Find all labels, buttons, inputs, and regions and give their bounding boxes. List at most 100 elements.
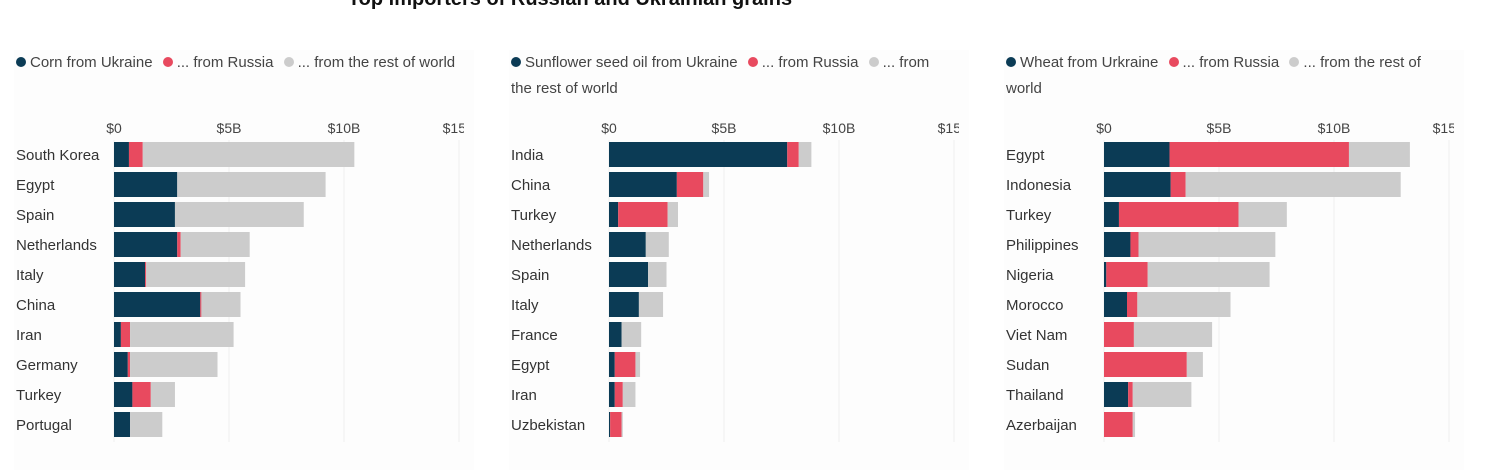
legend-swatch-rest <box>868 57 879 67</box>
bar-segment-rest <box>150 382 175 407</box>
bar-segment-rest <box>621 322 642 347</box>
category-label: Spain <box>16 207 54 224</box>
category-label: Egypt <box>16 177 55 194</box>
bar-segment-rest <box>1138 232 1276 257</box>
bar-segment-ukraine <box>609 352 615 377</box>
legend-label: ... from the rest of world <box>297 54 456 71</box>
bar-segment-ukraine <box>609 172 677 197</box>
category-label: Nigeria <box>1006 267 1054 284</box>
category-label: Uzbekistan <box>511 417 585 434</box>
bar-segment-russia <box>1106 262 1148 287</box>
bar-segment-rest <box>142 142 355 167</box>
bar-segment-ukraine <box>114 292 201 317</box>
bar-segment-ukraine <box>1104 382 1129 407</box>
bar-segment-russia <box>1118 202 1239 227</box>
bar-segment-ukraine <box>609 412 611 437</box>
bar-segment-ukraine <box>1104 262 1107 287</box>
bar-segment-russia <box>1130 232 1139 257</box>
x-tick-label: $10B <box>1318 120 1351 136</box>
bar-segment-ukraine <box>114 322 121 347</box>
legend-item-ukraine: Corn from Ukraine <box>16 54 153 71</box>
category-label: France <box>511 327 558 344</box>
x-tick-label: $10B <box>823 120 856 136</box>
category-label: Italy <box>511 297 539 314</box>
bar-segment-russia <box>1104 322 1134 347</box>
bar-chart: $0 $5B $10B $15B South Korea Egypt Spain Nether… <box>16 120 464 442</box>
bar-segment-ukraine <box>609 322 622 347</box>
bar-segment-russia <box>614 382 623 407</box>
bar-segment-ukraine <box>114 232 178 257</box>
bar-segment-ukraine <box>609 292 639 317</box>
legend-item-russia: ... from Russia <box>162 54 273 71</box>
bar-segment-russia <box>200 292 202 317</box>
sunflower-oil-chart-panel: Sunflower seed oil from Ukraine ... from… <box>509 50 969 470</box>
category-label: Turkey <box>1006 207 1052 224</box>
bar-segment-ukraine <box>114 382 133 407</box>
category-label: India <box>511 147 544 164</box>
category-label: Philippines <box>1006 237 1079 254</box>
bar-segment-rest <box>177 172 326 197</box>
bar-segment-ukraine <box>114 172 178 197</box>
bar-segment-rest <box>648 262 667 287</box>
x-tick-label: $5B <box>1207 120 1232 136</box>
bar-segment-ukraine <box>114 352 128 377</box>
bar-segment-ukraine <box>1104 172 1171 197</box>
bar-segment-russia <box>618 202 668 227</box>
bar-segment-russia <box>676 172 704 197</box>
legend-label: ... from the rest of world <box>1006 54 1421 97</box>
category-label: Morocco <box>1006 297 1064 314</box>
legend-item-ukraine: Sunflower seed oil from Ukraine <box>511 54 738 71</box>
legend-item-rest: ... from the rest of world <box>511 54 929 97</box>
bar-segment-rest <box>1238 202 1287 227</box>
bar-segment-rest <box>180 232 250 257</box>
bar-segment-russia <box>120 322 131 347</box>
bar-segment-rest <box>667 202 678 227</box>
category-label: Viet Nam <box>1006 327 1067 344</box>
x-tick-label: $15B <box>443 120 464 136</box>
bar-segment-ukraine <box>1104 232 1131 257</box>
x-tick-label: $0 <box>601 120 617 136</box>
legend-item-russia: ... from Russia <box>1168 54 1279 71</box>
bar-segment-rest <box>798 142 812 167</box>
x-tick-label: $0 <box>1096 120 1112 136</box>
bar-segment-russia <box>177 232 181 257</box>
category-label: Thailand <box>1006 387 1064 404</box>
bar-segment-rest <box>130 412 163 437</box>
bar-segment-rest <box>201 292 241 317</box>
category-label: China <box>16 297 56 314</box>
category-label: Spain <box>511 267 549 284</box>
bar-segment-rest <box>622 382 636 407</box>
bar-segment-russia <box>787 142 799 167</box>
legend-label: ... from the rest of world <box>511 54 930 97</box>
category-label: Iran <box>16 327 42 344</box>
bar-segment-ukraine <box>609 232 646 257</box>
bar-segment-rest <box>130 352 218 377</box>
legend-item-russia: ... from Russia <box>747 54 858 71</box>
legend-item-rest: ... from the rest of world <box>283 54 456 71</box>
legend-swatch-rest <box>1289 57 1300 67</box>
bar-segment-rest <box>1348 142 1410 167</box>
bar-segment-russia <box>614 352 636 377</box>
bar-segment-russia <box>1104 412 1133 437</box>
legend-swatch-russia <box>1168 57 1179 67</box>
category-label: Portugal <box>16 417 72 434</box>
category-label: Indonesia <box>1006 177 1072 194</box>
x-tick-label: $0 <box>106 120 122 136</box>
bar-segment-russia <box>1128 382 1133 407</box>
category-label: Egypt <box>1006 147 1045 164</box>
bar-segment-rest <box>146 262 246 287</box>
bar-segment-rest <box>1133 322 1213 347</box>
bar-segment-rest <box>703 172 710 197</box>
bar-segment-ukraine <box>1104 292 1127 317</box>
bar-segment-rest <box>1137 292 1231 317</box>
category-label: Iran <box>511 387 537 404</box>
bar-segment-rest <box>1186 352 1203 377</box>
bar-segment-ukraine <box>114 202 175 227</box>
legend-swatch-russia <box>162 57 173 67</box>
legend-swatch-rest <box>283 57 294 67</box>
bar-segment-ukraine <box>1104 202 1119 227</box>
category-label: Netherlands <box>511 237 592 254</box>
legend-swatch-russia <box>747 57 758 67</box>
bar-segment-russia <box>127 352 131 377</box>
bar-segment-rest <box>638 292 664 317</box>
